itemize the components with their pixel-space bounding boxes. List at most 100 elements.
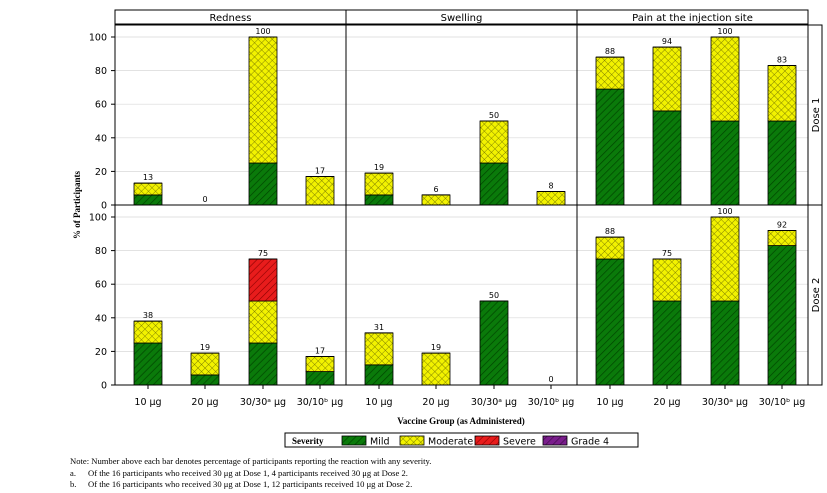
x-tick-label: 30/10ᵇ μg — [297, 397, 344, 408]
bar-total-label: 75 — [258, 249, 268, 258]
y-tick-label: 20 — [95, 167, 107, 178]
footnote-b-marker: b. — [70, 479, 77, 489]
bar-mild-pain-at-the-injection-site-dose-2 — [710, 300, 740, 386]
bar-mild-pain-at-the-injection-site-dose-1 — [652, 110, 682, 206]
y-tick-label: 20 — [95, 347, 107, 358]
bar-total-label: 100 — [717, 207, 732, 216]
bar-moderate-pain-at-the-injection-site-dose-2 — [595, 236, 625, 260]
x-tick-label: 30/30ᵃ μg — [240, 397, 286, 408]
bar-moderate-swelling-dose-1 — [479, 120, 509, 164]
y-tick-label: 100 — [89, 213, 107, 224]
note-main: Note: Number above each bar denotes perc… — [70, 456, 432, 466]
legend-swatch-moderate — [399, 435, 425, 446]
bar-mild-swelling-dose-1 — [364, 194, 394, 206]
row-label-dose-1: Dose 1 — [811, 98, 822, 133]
bar-total-label: 0 — [202, 195, 207, 204]
legend-title: Severity — [292, 436, 324, 446]
footnote-b-text: Of the 16 participants who received 30 μ… — [88, 479, 413, 489]
bar-moderate-pain-at-the-injection-site-dose-2 — [767, 230, 797, 246]
panel-frame — [576, 204, 809, 386]
bar-total-label: 100 — [717, 27, 732, 36]
bar-mild-redness-dose-1 — [248, 162, 278, 206]
bar-moderate-redness-dose-2 — [305, 356, 335, 372]
bar-moderate-redness-dose-1 — [133, 182, 163, 196]
bar-total-label: 17 — [315, 346, 325, 355]
legend-label-grade-4: Grade 4 — [571, 437, 609, 448]
legend-label-moderate: Moderate — [428, 437, 473, 448]
strip-label-pain-at-the-injection-site: Pain at the injection site — [632, 13, 753, 24]
bar-mild-redness-dose-2 — [190, 374, 220, 386]
x-tick-label: 30/10ᵇ μg — [528, 397, 575, 408]
footnote-b: b. Of the 16 participants who received 30… — [70, 479, 820, 491]
chart-notes: Note: Number above each bar denotes perc… — [70, 456, 820, 491]
y-tick-label: 80 — [95, 66, 107, 77]
bar-mild-pain-at-the-injection-site-dose-1 — [595, 88, 625, 206]
x-tick-label: 10 μg — [365, 397, 392, 408]
bar-moderate-swelling-dose-1 — [364, 172, 394, 196]
bar-total-label: 31 — [374, 323, 384, 332]
bar-mild-pain-at-the-injection-site-dose-2 — [595, 258, 625, 386]
bar-moderate-pain-at-the-injection-site-dose-2 — [652, 258, 682, 302]
legend-swatch-mild — [341, 435, 367, 446]
footnote-a: a. Of the 16 participants who received 30… — [70, 468, 820, 480]
bar-total-label: 88 — [605, 227, 615, 236]
bar-moderate-redness-dose-1 — [305, 176, 335, 206]
bar-total-label: 8 — [548, 182, 553, 191]
legend-swatch-grade-4 — [542, 435, 568, 446]
bar-moderate-redness-dose-2 — [190, 352, 220, 376]
bar-mild-pain-at-the-injection-site-dose-1 — [767, 120, 797, 206]
x-tick-label: 20 μg — [422, 397, 449, 408]
footnote-a-text: Of the 16 participants who received 30 μ… — [88, 467, 408, 478]
bar-moderate-redness-dose-1 — [248, 36, 278, 164]
strip-label-redness: Redness — [210, 13, 252, 24]
y-tick-label: 40 — [95, 133, 107, 144]
bar-moderate-pain-at-the-injection-site-dose-1 — [652, 46, 682, 112]
x-tick-label: 30/10ᵇ μg — [759, 397, 806, 408]
bar-moderate-swelling-dose-1 — [421, 194, 451, 206]
x-axis-title: Vaccine Group (as Administered) — [397, 416, 525, 426]
bar-total-label: 83 — [777, 56, 787, 65]
bar-total-label: 19 — [374, 163, 384, 172]
x-tick-label: 20 μg — [653, 397, 680, 408]
bar-mild-pain-at-the-injection-site-dose-2 — [652, 300, 682, 386]
bar-total-label: 38 — [143, 311, 153, 320]
bar-moderate-pain-at-the-injection-site-dose-1 — [710, 36, 740, 122]
y-tick-label: 0 — [101, 381, 107, 392]
x-tick-label: 20 μg — [191, 397, 218, 408]
bar-total-label: 88 — [605, 47, 615, 56]
x-tick-label: 10 μg — [596, 397, 623, 408]
strip-label-swelling: Swelling — [441, 13, 483, 24]
bar-severe-redness-dose-2 — [248, 258, 278, 302]
bar-total-label: 0 — [548, 375, 553, 384]
y-tick-label: 60 — [95, 280, 107, 291]
legend-label-severe: Severe — [503, 437, 536, 448]
x-tick-label: 30/30ᵃ μg — [471, 397, 517, 408]
bar-total-label: 19 — [431, 343, 441, 352]
bar-mild-swelling-dose-1 — [479, 162, 509, 206]
bar-mild-redness-dose-2 — [133, 342, 163, 386]
legend-swatch-severe — [474, 435, 500, 446]
bar-mild-swelling-dose-2 — [479, 300, 509, 386]
y-tick-label: 60 — [95, 100, 107, 111]
bar-total-label: 50 — [489, 111, 499, 120]
bar-moderate-swelling-dose-2 — [364, 332, 394, 366]
bar-total-label: 92 — [777, 220, 787, 229]
bar-mild-redness-dose-2 — [305, 371, 335, 386]
bar-moderate-swelling-dose-2 — [421, 352, 451, 386]
bar-total-label: 13 — [143, 173, 153, 182]
footnote-a-marker: a. — [70, 467, 76, 478]
bar-moderate-redness-dose-2 — [248, 300, 278, 344]
bar-total-label: 6 — [433, 185, 438, 194]
bar-mild-pain-at-the-injection-site-dose-1 — [710, 120, 740, 206]
y-tick-label: 0 — [101, 201, 107, 212]
bar-total-label: 17 — [315, 166, 325, 175]
strip-pain-at-the-injection-site — [576, 9, 809, 25]
row-label-dose-2: Dose 2 — [811, 278, 822, 313]
bar-total-label: 50 — [489, 291, 499, 300]
bar-moderate-pain-at-the-injection-site-dose-1 — [767, 65, 797, 122]
bar-moderate-pain-at-the-injection-site-dose-1 — [595, 56, 625, 90]
bar-total-label: 19 — [200, 343, 210, 352]
bar-mild-swelling-dose-2 — [364, 364, 394, 386]
bar-mild-redness-dose-1 — [133, 194, 163, 206]
